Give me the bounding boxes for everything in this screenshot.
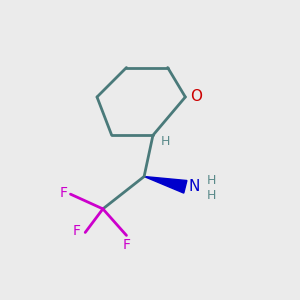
Text: F: F <box>122 238 130 252</box>
Text: H: H <box>206 188 216 202</box>
Text: F: F <box>73 224 81 238</box>
Text: F: F <box>60 186 68 200</box>
Text: H: H <box>206 174 216 187</box>
Text: O: O <box>190 89 202 104</box>
Polygon shape <box>144 176 187 193</box>
Text: N: N <box>189 179 200 194</box>
Text: H: H <box>160 135 170 148</box>
